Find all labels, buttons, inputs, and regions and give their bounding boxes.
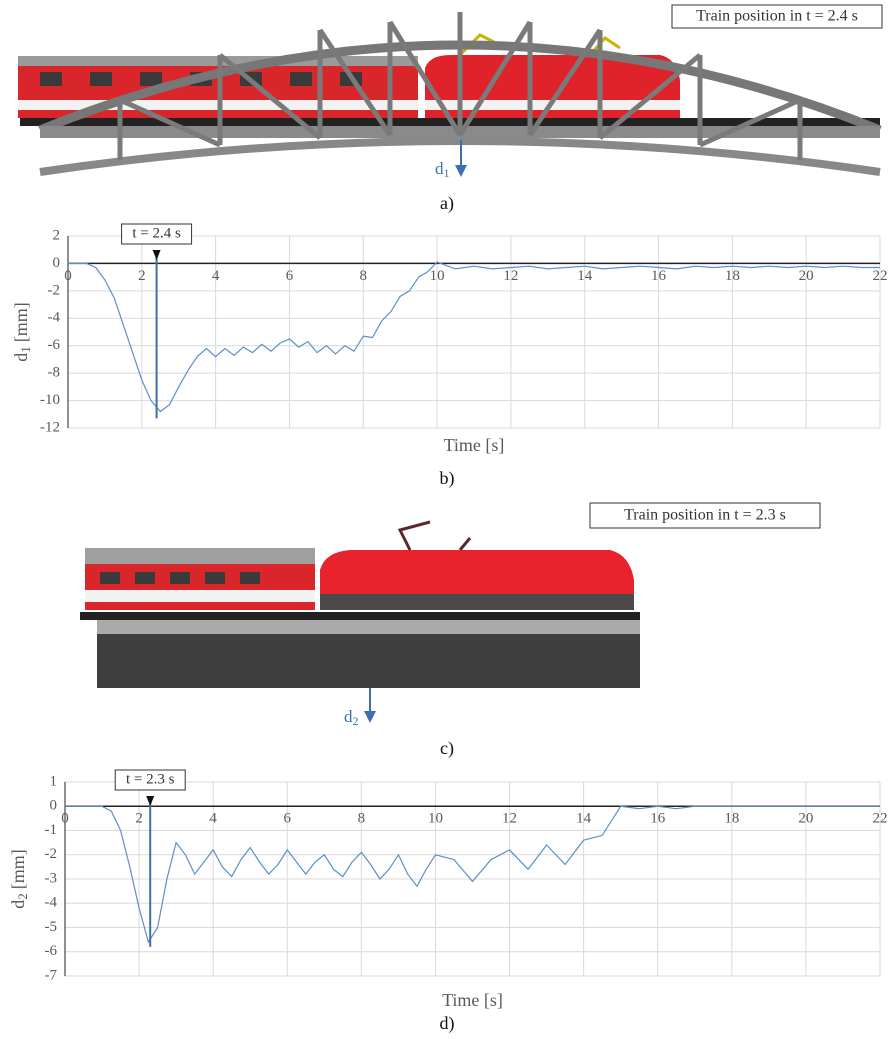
- x-tick-label: 22: [873, 268, 888, 284]
- y-tick-label: 2: [53, 227, 61, 243]
- y-tick-label: -4: [45, 895, 58, 911]
- x-tick-label: 6: [286, 268, 294, 284]
- x-tick-label: 2: [135, 811, 143, 827]
- sensor-arrowhead: [455, 165, 467, 177]
- data-line: [68, 262, 880, 411]
- sensor-label: d2: [344, 707, 359, 728]
- y-tick-label: 0: [50, 798, 58, 814]
- caption: d): [440, 1013, 455, 1034]
- x-axis-title: Time [s]: [444, 435, 505, 455]
- sensor-label: d1: [435, 159, 450, 180]
- bridge-illustration: Train position in t = 2.4 s d1 a): [18, 5, 882, 214]
- caption: c): [440, 738, 454, 759]
- y-tick-label: -1: [45, 822, 58, 838]
- y-tick-label: -5: [45, 919, 58, 935]
- y-title-main: d: [8, 900, 28, 909]
- y-tick-label: -3: [45, 870, 58, 886]
- x-tick-label: 12: [502, 811, 517, 827]
- caption: a): [440, 193, 454, 214]
- y-title-sub: 2: [15, 893, 30, 900]
- y-title-sub: 1: [18, 346, 33, 353]
- x-tick-label: 16: [651, 268, 667, 284]
- y-axis-title: d1 [mm]: [11, 302, 33, 362]
- y-tick-label: -8: [48, 365, 61, 381]
- x-tick-label: 10: [428, 811, 443, 827]
- x-tick-label: 4: [209, 811, 217, 827]
- marker-arrow: [153, 250, 161, 260]
- y-tick-label: -12: [40, 419, 60, 435]
- x-tick-label: 6: [284, 811, 292, 827]
- loco-bogies: [320, 594, 634, 610]
- x-tick-label: 8: [360, 268, 368, 284]
- track: [80, 612, 640, 620]
- sensor-arrowhead: [364, 711, 376, 723]
- x-tick-label: 20: [798, 811, 813, 827]
- marker-label: t = 2.3 s: [126, 771, 175, 787]
- x-tick-label: 8: [358, 811, 366, 827]
- data-line: [65, 806, 880, 942]
- y-tick-label: -4: [48, 310, 61, 326]
- marker-label: t = 2.4 s: [132, 225, 181, 241]
- y-tick-label: -6: [45, 943, 58, 959]
- y-title-unit: [mm]: [11, 302, 31, 342]
- y-tick-label: 0: [53, 255, 61, 271]
- x-tick-label: 18: [724, 811, 739, 827]
- x-tick-label: 16: [650, 811, 666, 827]
- sensor-sub: 1: [444, 166, 450, 180]
- caption: b): [440, 468, 455, 489]
- x-tick-label: 22: [873, 811, 888, 827]
- slab: [97, 634, 640, 688]
- y-title-main: d: [11, 353, 31, 362]
- deck: [97, 620, 640, 634]
- x-tick-label: 12: [503, 268, 518, 284]
- y-tick-label: 1: [50, 773, 58, 789]
- x-tick-label: 10: [430, 268, 445, 284]
- pantograph: [400, 522, 470, 550]
- slab-illustration: Train position in t = 2.3 s d2 c): [80, 503, 820, 759]
- x-axis-title: Time [s]: [442, 990, 503, 1010]
- y-tick-label: -10: [40, 392, 60, 408]
- figure: Train position in t = 2.4 s d1 a) Train …: [0, 0, 894, 1039]
- y-axis-title: d2 [mm]: [8, 849, 30, 909]
- x-tick-label: 20: [799, 268, 814, 284]
- y-tick-label: -6: [48, 337, 61, 353]
- train-position-label: Train position in t = 2.4 s: [696, 8, 858, 25]
- y-title-unit: [mm]: [8, 849, 28, 889]
- x-tick-label: 2: [138, 268, 146, 284]
- sensor-sub: 2: [353, 714, 359, 728]
- x-tick-label: 4: [212, 268, 220, 284]
- x-tick-label: 14: [577, 268, 593, 284]
- x-tick-label: 18: [725, 268, 740, 284]
- coach-stripe: [85, 590, 315, 602]
- x-tick-label: 14: [576, 811, 592, 827]
- marker-arrow: [146, 796, 154, 806]
- y-tick-label: -7: [45, 967, 58, 983]
- y-tick-label: -2: [48, 282, 61, 298]
- coach-roof: [85, 548, 315, 564]
- train-position-label: Train position in t = 2.3 s: [624, 507, 786, 524]
- y-tick-label: -2: [45, 846, 58, 862]
